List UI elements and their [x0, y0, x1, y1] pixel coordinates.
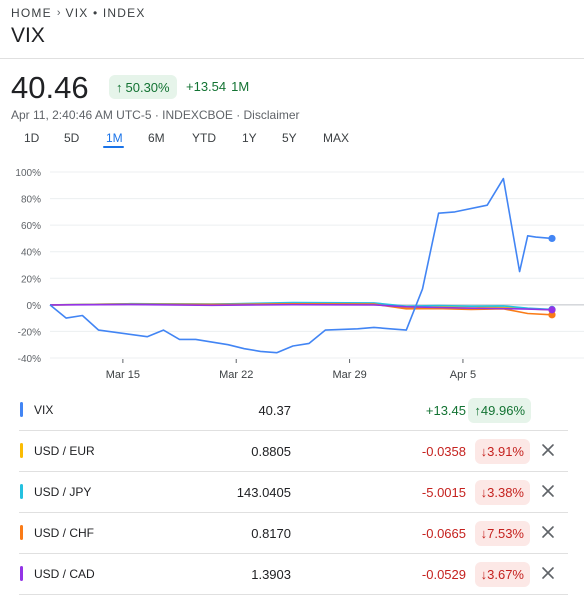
comparison-row-usd-eur[interactable]: USD / EUR 0.8805 -0.0358 ↓ 3.91% [19, 431, 568, 472]
comparison-change: -0.0665 [421, 526, 466, 541]
breadcrumb: HOME › VIX • INDEX [11, 6, 146, 20]
comparison-value: 0.8805 [251, 444, 291, 459]
series-swatch [20, 402, 23, 417]
absolute-change-value: +13.54 [186, 79, 227, 94]
active-range-indicator [103, 146, 124, 148]
series-endpoint [548, 311, 556, 319]
comparison-percent-badge: ↓ 3.91% [474, 439, 530, 464]
comparison-percent-badge: ↓ 3.38% [474, 480, 530, 505]
comparison-value: 143.0405 [236, 485, 291, 500]
comparison-percent-badge: ↑ 49.96% [468, 398, 531, 423]
series-swatch [20, 525, 23, 540]
y-tick-label: 80% [21, 195, 41, 206]
arrow-down-icon: ↓ [480, 567, 488, 582]
header-divider [0, 58, 584, 59]
series-swatch [20, 566, 23, 581]
range-tab-1y[interactable]: 1Y [242, 131, 257, 145]
y-tick-label: -40% [18, 354, 41, 365]
comparison-change: +13.45 [425, 403, 466, 418]
series-swatch [20, 443, 23, 458]
comparison-name: VIX [34, 403, 54, 417]
close-icon[interactable] [541, 566, 555, 580]
range-tab-ytd[interactable]: YTD [192, 131, 216, 145]
comparison-percent: 3.91% [487, 444, 524, 459]
series-swatch [20, 484, 23, 499]
comparison-name: USD / CAD [34, 567, 95, 581]
arrow-up-icon: ↑ [116, 79, 123, 95]
comparison-name: USD / EUR [34, 444, 95, 458]
comparison-row-usd-cad[interactable]: USD / CAD 1.3903 -0.0529 ↓ 3.67% [19, 554, 568, 595]
comparison-percent: 7.53% [487, 526, 524, 541]
arrow-down-icon: ↓ [480, 444, 488, 459]
range-tab-1m[interactable]: 1M [106, 131, 123, 145]
breadcrumb-current: VIX • INDEX [65, 6, 146, 20]
comparison-value: 0.8170 [251, 526, 291, 541]
x-tick-label: Mar 15 [106, 369, 140, 381]
y-tick-label: -20% [18, 327, 41, 338]
breadcrumb-home[interactable]: HOME [11, 6, 52, 20]
close-icon[interactable] [541, 443, 555, 457]
comparison-chart[interactable]: 100% 80% 60% 40% 20% 0% -20% -40% Mar 15 Mar 22 Ma… [0, 160, 584, 386]
range-tab-max[interactable]: MAX [323, 131, 350, 145]
y-tick-label: 60% [21, 221, 41, 232]
comparison-percent: 49.96% [480, 403, 525, 418]
comparison-value: 1.3903 [251, 567, 291, 582]
comparison-row-usd-jpy[interactable]: USD / JPY 143.0405 -5.0015 ↓ 3.38% [19, 472, 568, 513]
x-tick-label: Mar 29 [332, 369, 366, 381]
range-tab-6m[interactable]: 6M [148, 131, 165, 145]
close-icon[interactable] [541, 484, 555, 498]
arrow-down-icon: ↓ [480, 485, 488, 500]
comparison-name: USD / JPY [34, 485, 92, 499]
absolute-change: +13.54 1M [186, 79, 254, 94]
percent-change-value: 50.30% [125, 79, 170, 95]
series-endpoint [548, 306, 556, 314]
comparison-change: -0.0358 [421, 444, 466, 459]
range-tab-5d[interactable]: 5D [64, 131, 80, 145]
comparison-percent: 3.38% [487, 485, 524, 500]
arrow-down-icon: ↓ [480, 526, 488, 541]
comparison-change: -5.0015 [421, 485, 466, 500]
comparison-value: 40.37 [258, 403, 291, 418]
y-tick-label: 100% [15, 168, 41, 179]
y-tick-label: 20% [21, 274, 41, 285]
series-endpoint [548, 234, 556, 243]
page-title: VIX [11, 24, 45, 47]
range-tab-5y[interactable]: 5Y [282, 131, 297, 145]
y-tick-label: 0% [27, 301, 42, 312]
comparison-row-usd-chf[interactable]: USD / CHF 0.8170 -0.0665 ↓ 7.53% [19, 513, 568, 554]
current-price: 40.46 [11, 70, 89, 105]
comparison-row-vix[interactable]: VIX 40.37 +13.45 ↑ 49.96% [19, 390, 568, 431]
quote-meta: Apr 11, 2:40:46 AM UTC-5 · INDEXCBOE · D… [11, 108, 300, 122]
x-tick-label: Apr 5 [450, 369, 476, 381]
series-line [49, 303, 553, 311]
percent-change-badge: ↑ 50.30% [109, 75, 177, 99]
change-period: 1M [231, 79, 250, 94]
x-tick-label: Mar 22 [219, 369, 253, 381]
y-tick-label: 40% [21, 248, 41, 259]
close-icon[interactable] [541, 525, 555, 539]
comparison-list: VIX 40.37 +13.45 ↑ 49.96% USD / EUR 0.880… [19, 390, 568, 595]
series-line [49, 177, 553, 354]
comparison-name: USD / CHF [34, 526, 94, 540]
comparison-percent-badge: ↓ 3.67% [474, 562, 530, 587]
arrow-up-icon: ↑ [474, 403, 481, 418]
chevron-right-icon: › [56, 7, 61, 19]
range-tab-1d[interactable]: 1D [24, 131, 40, 145]
comparison-change: -0.0529 [421, 567, 466, 582]
comparison-percent-badge: ↓ 7.53% [474, 521, 530, 546]
comparison-percent: 3.67% [487, 567, 524, 582]
